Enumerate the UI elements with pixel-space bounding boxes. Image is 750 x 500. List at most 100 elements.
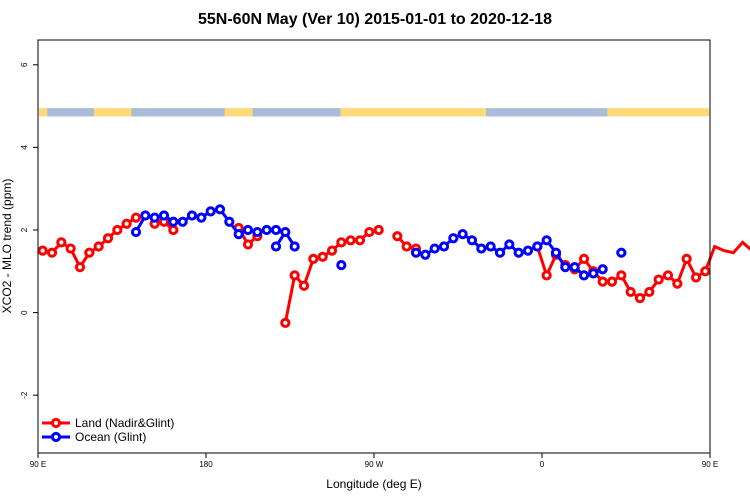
data-point	[65, 243, 76, 254]
data-point	[485, 241, 496, 252]
data-point	[326, 245, 338, 256]
data-point	[168, 216, 179, 227]
data-point	[364, 226, 375, 238]
y-tick-label: 4	[20, 145, 29, 150]
plot-series	[37, 204, 750, 329]
data-point	[336, 237, 347, 248]
x-axis: 90 E 180 90 W 0 90 E	[30, 453, 718, 469]
data-point	[214, 204, 226, 215]
map-strip	[39, 108, 709, 117]
y-axis-label: XCO2 - MLO trend (ppm)	[0, 179, 14, 314]
data-point	[569, 262, 580, 273]
x-tick-label: 0	[540, 460, 545, 469]
data-point	[289, 270, 300, 281]
map-strip-ocean	[131, 108, 225, 117]
data-point	[56, 237, 67, 248]
data-point	[392, 231, 403, 242]
data-point	[401, 241, 412, 252]
data-point	[429, 243, 440, 254]
data-point	[410, 247, 422, 258]
data-point	[336, 259, 347, 271]
map-strip-land	[39, 108, 709, 117]
y-tick-label: 0	[20, 310, 29, 315]
x-tick-label: 180	[199, 460, 213, 469]
data-point	[550, 247, 562, 258]
x-tick-label: 90 W	[365, 460, 384, 469]
data-point	[298, 280, 310, 291]
data-point	[242, 224, 254, 236]
plot-frame	[37, 39, 711, 454]
data-point	[93, 241, 104, 252]
data-point	[130, 212, 142, 223]
legend-label: Land (Nadir&Glint)	[75, 416, 174, 430]
data-point	[644, 286, 655, 298]
map-strip-ocean	[252, 108, 341, 117]
data-point	[616, 270, 627, 281]
data-point	[541, 235, 552, 246]
data-point	[280, 317, 291, 329]
data-point	[74, 262, 86, 273]
x-tick-label: 90 E	[702, 460, 718, 469]
data-point	[578, 270, 590, 281]
x-tick-label: 90 E	[30, 460, 46, 469]
data-point	[102, 233, 114, 244]
data-point	[121, 218, 132, 229]
map-strip-ocean	[486, 108, 608, 117]
y-axis: -2 0 2 4 6	[20, 62, 38, 399]
data-point	[597, 276, 608, 287]
data-point	[578, 253, 590, 264]
data-point	[270, 224, 282, 236]
data-point	[242, 239, 254, 250]
data-point	[130, 226, 142, 238]
data-point	[140, 210, 151, 221]
data-point	[681, 253, 692, 264]
data-point	[700, 266, 711, 277]
data-point	[606, 276, 618, 287]
data-point	[634, 293, 646, 304]
data-point	[513, 247, 524, 258]
data-point	[662, 270, 674, 281]
legend-marker	[50, 431, 62, 443]
data-point	[317, 251, 328, 262]
data-point	[149, 212, 160, 223]
data-point	[308, 253, 319, 264]
data-point	[653, 274, 664, 285]
legend-marker	[50, 417, 62, 429]
data-point	[261, 224, 272, 236]
y-tick-label: -2	[20, 391, 29, 399]
data-point	[494, 247, 506, 258]
data-point	[448, 233, 459, 244]
data-point	[560, 262, 571, 273]
map-strip-ocean	[47, 108, 94, 117]
data-point	[438, 241, 450, 252]
data-point	[46, 247, 58, 258]
data-point	[84, 247, 95, 258]
data-point	[205, 206, 216, 217]
series-line	[535, 240, 750, 300]
data-point	[504, 239, 515, 250]
y-tick-label: 6	[20, 62, 29, 67]
legend: Land (Nadir&Glint)Ocean (Glint)	[42, 416, 174, 444]
data-point	[345, 235, 356, 246]
data-point	[186, 210, 198, 221]
data-point	[420, 249, 431, 260]
data-point	[280, 226, 291, 238]
data-point	[672, 278, 683, 289]
data-point	[522, 245, 534, 256]
data-point	[625, 286, 636, 298]
data-point	[616, 247, 627, 258]
data-point	[168, 224, 179, 236]
data-point	[476, 243, 487, 254]
data-point	[466, 235, 478, 246]
data-point	[373, 224, 384, 236]
legend-label: Ocean (Glint)	[75, 430, 146, 444]
data-point	[541, 270, 552, 281]
data-point	[457, 229, 468, 240]
data-point	[224, 216, 235, 227]
data-point	[289, 241, 300, 252]
data-point	[112, 224, 123, 236]
data-point	[690, 272, 702, 283]
data-point	[233, 229, 244, 240]
data-point	[597, 264, 608, 275]
